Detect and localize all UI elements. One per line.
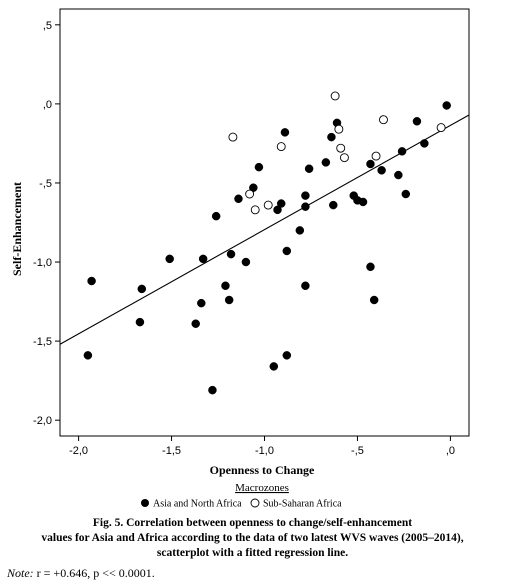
data-point-asia-north-africa xyxy=(135,317,145,327)
data-point-asia-north-africa xyxy=(221,281,230,291)
data-point-asia-north-africa xyxy=(208,385,217,395)
data-point-sub-saharan-africa xyxy=(371,151,381,161)
note-text: r = +0.646, p << 0.0001. xyxy=(36,566,155,580)
data-point-asia-north-africa xyxy=(369,295,379,305)
data-point-asia-north-africa xyxy=(420,139,429,148)
data-point-sub-saharan-africa xyxy=(379,115,388,125)
data-point-asia-north-africa xyxy=(397,147,407,156)
y-axis-title: Self-Enhancement xyxy=(10,182,24,276)
x-axis: -2,0 -1,5 -1,0 -,5 ,0 xyxy=(69,436,455,457)
legend-label-asia: Asia and North Africa xyxy=(153,499,242,510)
data-point-asia-north-africa xyxy=(197,298,206,308)
data-point-sub-saharan-africa xyxy=(339,153,349,163)
data-point-asia-north-africa xyxy=(304,164,314,173)
data-point-asia-north-africa xyxy=(269,362,279,371)
data-point-asia-north-africa xyxy=(226,249,236,259)
data-point-asia-north-africa xyxy=(137,284,147,294)
data-point-sub-saharan-africa xyxy=(330,91,340,101)
x-tick-label: -1,0 xyxy=(255,445,274,457)
x-tick-label: ,0 xyxy=(446,445,455,457)
data-point-sub-saharan-africa xyxy=(336,143,346,153)
data-point-sub-saharan-africa xyxy=(436,123,446,133)
figure-caption: Fig. 5. Correlation between openness to … xyxy=(0,516,505,561)
x-axis-title: Openness to Change xyxy=(210,463,315,477)
data-point-asia-north-africa xyxy=(377,166,386,175)
data-point-sub-saharan-africa xyxy=(245,189,255,199)
y-axis: ,5 ,0 -,5 -1,0 -1,5 -2,0 xyxy=(33,20,60,427)
y-tick-label: ,5 xyxy=(43,20,52,32)
data-point-asia-north-africa xyxy=(358,197,368,207)
data-point-asia-north-africa xyxy=(191,319,200,328)
legend-label-sub-saharan: Sub-Saharan Africa xyxy=(263,499,342,510)
data-point-asia-north-africa xyxy=(198,254,208,264)
legend-title: Macrozones xyxy=(235,482,289,494)
data-point-asia-north-africa xyxy=(234,194,243,204)
y-tick-label: -,5 xyxy=(39,178,52,190)
x-tick-label: -2,0 xyxy=(69,445,88,457)
plot-frame xyxy=(59,8,470,437)
data-point-asia-north-africa xyxy=(254,162,264,172)
y-tick-label: -2,0 xyxy=(33,415,52,427)
note-label: Note: xyxy=(7,566,34,580)
data-point-asia-north-africa xyxy=(401,189,411,199)
data-point-asia-north-africa xyxy=(412,117,422,126)
data-point-asia-north-africa xyxy=(211,211,221,221)
scatter-chart: ,5 ,0 -,5 -1,0 -1,5 -2,0 -2,0 -1,5 -1,0 -,5 ,0 Se… xyxy=(10,8,470,510)
caption-line-2: values for Asia and Africa according to … xyxy=(41,532,464,544)
data-point-asia-north-africa xyxy=(282,351,292,360)
data-point-asia-north-africa xyxy=(295,226,305,235)
data-point-asia-north-africa xyxy=(329,200,338,210)
x-tick-label: -1,5 xyxy=(162,445,181,457)
data-point-asia-north-africa xyxy=(366,262,375,272)
data-point-asia-north-africa xyxy=(282,246,292,256)
data-point-asia-north-africa xyxy=(83,351,93,360)
data-point-asia-north-africa xyxy=(301,202,310,211)
legend-marker-asia xyxy=(141,499,149,507)
data-point-asia-north-africa xyxy=(366,159,375,169)
legend-marker-sub-saharan xyxy=(250,498,260,508)
data-point-asia-north-africa xyxy=(327,132,336,142)
y-tick-label: -1,0 xyxy=(33,257,52,269)
data-point-asia-north-africa xyxy=(273,205,282,215)
data-point-sub-saharan-africa xyxy=(228,132,238,142)
data-point-sub-saharan-africa xyxy=(276,142,286,152)
data-point-sub-saharan-africa xyxy=(250,205,260,215)
data-point-asia-north-africa xyxy=(276,199,286,208)
y-tick-label: ,0 xyxy=(43,99,52,111)
data-point-asia-north-africa xyxy=(280,128,290,137)
data-points xyxy=(83,91,451,395)
data-point-sub-saharan-africa xyxy=(334,124,344,134)
data-point-asia-north-africa xyxy=(442,101,451,110)
data-point-sub-saharan-africa xyxy=(263,200,273,210)
data-point-asia-north-africa xyxy=(165,254,174,264)
data-point-asia-north-africa xyxy=(87,276,96,286)
caption-line-3: scatterplot with a fitted regression lin… xyxy=(156,547,349,559)
figure-note: Note: r = +0.646, p << 0.0001. xyxy=(7,566,155,581)
data-point-asia-north-africa xyxy=(321,158,331,167)
y-tick-label: -1,5 xyxy=(33,336,52,348)
x-tick-label: -,5 xyxy=(351,445,364,457)
data-point-asia-north-africa xyxy=(301,191,310,200)
data-point-asia-north-africa xyxy=(394,170,403,180)
data-point-asia-north-africa xyxy=(224,295,234,305)
data-point-asia-north-africa xyxy=(241,257,251,267)
data-point-asia-north-africa xyxy=(301,281,310,291)
caption-line-1: Fig. 5. Correlation between openness to … xyxy=(92,517,413,529)
